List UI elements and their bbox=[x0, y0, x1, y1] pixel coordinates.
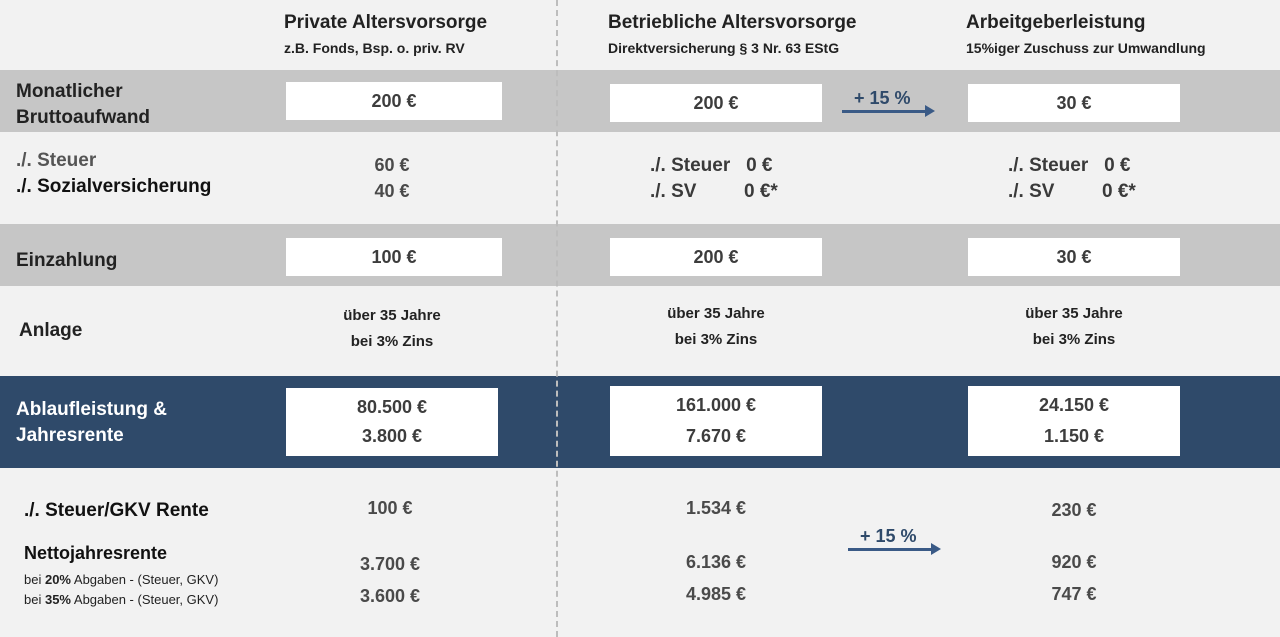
brutto-bav-box: 200 € bbox=[610, 84, 822, 122]
anlage-band bbox=[0, 286, 1280, 376]
bav-sv: ./. SV 0 €* bbox=[650, 181, 778, 202]
note-percent: 20% bbox=[44, 572, 71, 587]
bav-steuer-gkv: 1.534 € bbox=[685, 498, 747, 518]
arrow-bottom-icon bbox=[848, 543, 941, 555]
note-text: Abgaben - (Steuer, GKV) bbox=[71, 592, 219, 607]
bav-netto-35: 4.985 € bbox=[685, 584, 747, 604]
ablauf-label: Ablaufleistung & Jahresrente bbox=[16, 397, 167, 449]
nettojahresrente-label: Nettojahresrente bbox=[24, 543, 168, 563]
anlage-line: bei 3% Zins bbox=[1032, 331, 1116, 348]
steuer-gkv-label: ./. Steuer/GKV Rente bbox=[24, 500, 209, 521]
anlage-line: bei 3% Zins bbox=[350, 333, 434, 350]
anlage-line: über 35 Jahre bbox=[667, 305, 765, 322]
header-bav: Betriebliche Altersvorsorge Direktversic… bbox=[608, 12, 857, 56]
label-line: ./. Sozialversicherung bbox=[16, 176, 212, 197]
note-text: Abgaben - (Steuer, GKV) bbox=[71, 572, 219, 587]
value: 30 € bbox=[1056, 92, 1092, 113]
ablauf-ag-box: 24.150 € 1.150 € bbox=[968, 386, 1180, 456]
bav-netto-20: 6.136 € bbox=[685, 552, 747, 572]
header-private: Private Altersvorsorge z.B. Fonds, Bsp. … bbox=[284, 12, 487, 56]
ablauf-private-box: 80.500 € 3.800 € bbox=[286, 388, 498, 456]
header-band bbox=[0, 0, 1280, 70]
netto-band bbox=[0, 468, 1280, 637]
header-subtitle: z.B. Fonds, Bsp. o. priv. RV bbox=[284, 40, 465, 56]
value: 200 € bbox=[371, 90, 417, 111]
note-35: bei 35% Abgaben - (Steuer, GKV) bbox=[24, 592, 218, 607]
brutto-private-box: 200 € bbox=[286, 82, 502, 120]
private-sv: 40 € bbox=[374, 181, 410, 201]
bav-steuer: ./. Steuer 0 € bbox=[650, 155, 773, 176]
label-line: ./. Steuer bbox=[16, 150, 97, 171]
private-netto-35: 3.600 € bbox=[359, 586, 421, 606]
value: 30 € bbox=[1056, 246, 1092, 267]
anlage-private: über 35 Jahre bei 3% Zins bbox=[324, 303, 460, 355]
note-20: bei 20% Abgaben - (Steuer, GKV) bbox=[24, 572, 218, 587]
anlage-ag: über 35 Jahre bei 3% Zins bbox=[1006, 301, 1142, 353]
private-steuer-gkv: 100 € bbox=[367, 498, 413, 518]
capital-value: 161.000 € bbox=[675, 395, 757, 416]
header-title: Private Altersvorsorge bbox=[284, 12, 488, 33]
label-line: Jahresrente bbox=[16, 425, 124, 446]
value: 100 € bbox=[371, 246, 417, 267]
ag-netto-20: 920 € bbox=[1051, 552, 1097, 572]
ablauf-bav-box: 161.000 € 7.670 € bbox=[610, 386, 822, 456]
anlage-line: über 35 Jahre bbox=[1025, 305, 1123, 322]
value: 200 € bbox=[693, 246, 739, 267]
label-line: Bruttoaufwand bbox=[16, 107, 151, 128]
capital-value: 80.500 € bbox=[356, 396, 428, 417]
arrow-top-icon bbox=[842, 105, 935, 117]
private-netto-20: 3.700 € bbox=[359, 554, 421, 574]
capital-value: 24.150 € bbox=[1038, 395, 1110, 416]
rente-value: 1.150 € bbox=[1043, 425, 1105, 446]
brutto-ag-box: 30 € bbox=[968, 84, 1180, 122]
einzahlung-label: Einzahlung bbox=[16, 250, 118, 271]
anlage-label: Anlage bbox=[19, 320, 83, 341]
note-text: bei bbox=[24, 572, 45, 587]
abzuege-band bbox=[0, 132, 1280, 224]
header-title: Arbeitgeberleistung bbox=[966, 12, 1146, 33]
einzahlung-private-box: 100 € bbox=[286, 238, 502, 276]
ag-steuer: ./. Steuer 0 € bbox=[1008, 155, 1131, 176]
note-text: bei bbox=[24, 592, 45, 607]
abzuege-label: ./. Steuer ./. Sozialversicherung bbox=[16, 148, 211, 200]
ag-sv: ./. SV 0 €* bbox=[1008, 181, 1136, 202]
header-subtitle: Direktversicherung § 3 Nr. 63 EStG bbox=[608, 40, 840, 56]
header-title: Betriebliche Altersvorsorge bbox=[608, 12, 857, 33]
ag-netto-35: 747 € bbox=[1051, 584, 1097, 604]
rente-value: 3.800 € bbox=[361, 426, 423, 447]
value: 200 € bbox=[693, 92, 739, 113]
arrow-bottom-label: + 15 % bbox=[860, 526, 917, 546]
brutto-label: Monatlicher Bruttoaufwand bbox=[16, 79, 150, 131]
label-line: Monatlicher bbox=[16, 81, 123, 102]
anlage-line: über 35 Jahre bbox=[343, 307, 441, 324]
anlage-bav: über 35 Jahre bei 3% Zins bbox=[648, 301, 784, 353]
private-steuer: 60 € bbox=[374, 155, 410, 175]
note-percent: 35% bbox=[44, 592, 71, 607]
rente-value: 7.670 € bbox=[685, 425, 747, 446]
header-ag: Arbeitgeberleistung 15%iger Zuschuss zur… bbox=[966, 12, 1206, 56]
einzahlung-bav-box: 200 € bbox=[610, 238, 822, 276]
label-line: Ablaufleistung & bbox=[16, 399, 167, 420]
arrow-top-label: + 15 % bbox=[854, 88, 911, 108]
anlage-line: bei 3% Zins bbox=[674, 331, 758, 348]
einzahlung-ag-box: 30 € bbox=[968, 238, 1180, 276]
column-divider bbox=[556, 0, 558, 637]
ag-steuer-gkv: 230 € bbox=[1051, 500, 1097, 520]
header-subtitle: 15%iger Zuschuss zur Umwandlung bbox=[966, 40, 1206, 56]
